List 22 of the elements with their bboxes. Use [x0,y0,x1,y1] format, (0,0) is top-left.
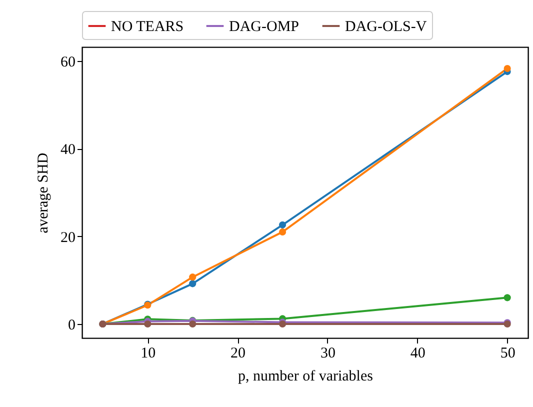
y-tick-label: 60 [60,54,76,71]
point [504,64,511,72]
point [278,221,286,228]
x-axis-title: p, number of variables [238,368,374,384]
point [278,228,286,236]
x-tick-label: 40 [410,346,426,362]
y-tick-label: 20 [60,230,76,246]
legend-label: DAG-OLS-V [345,19,427,35]
point [189,280,196,288]
point [504,294,511,302]
x-tick-label: 50 [500,346,516,362]
point [144,320,152,328]
legend-label: DAG-OMP [229,19,300,35]
x-tick-label: 10 [140,346,156,362]
point [189,274,196,281]
legend-label: NO TEARS [111,19,184,35]
y-tick-label: 0 [68,317,76,334]
y-axis-title: average SHD [36,152,52,234]
y-tick-label: 40 [60,142,76,158]
point [189,320,196,328]
x-tick-label: 20 [230,346,246,362]
x-tick-label: 30 [320,346,336,362]
